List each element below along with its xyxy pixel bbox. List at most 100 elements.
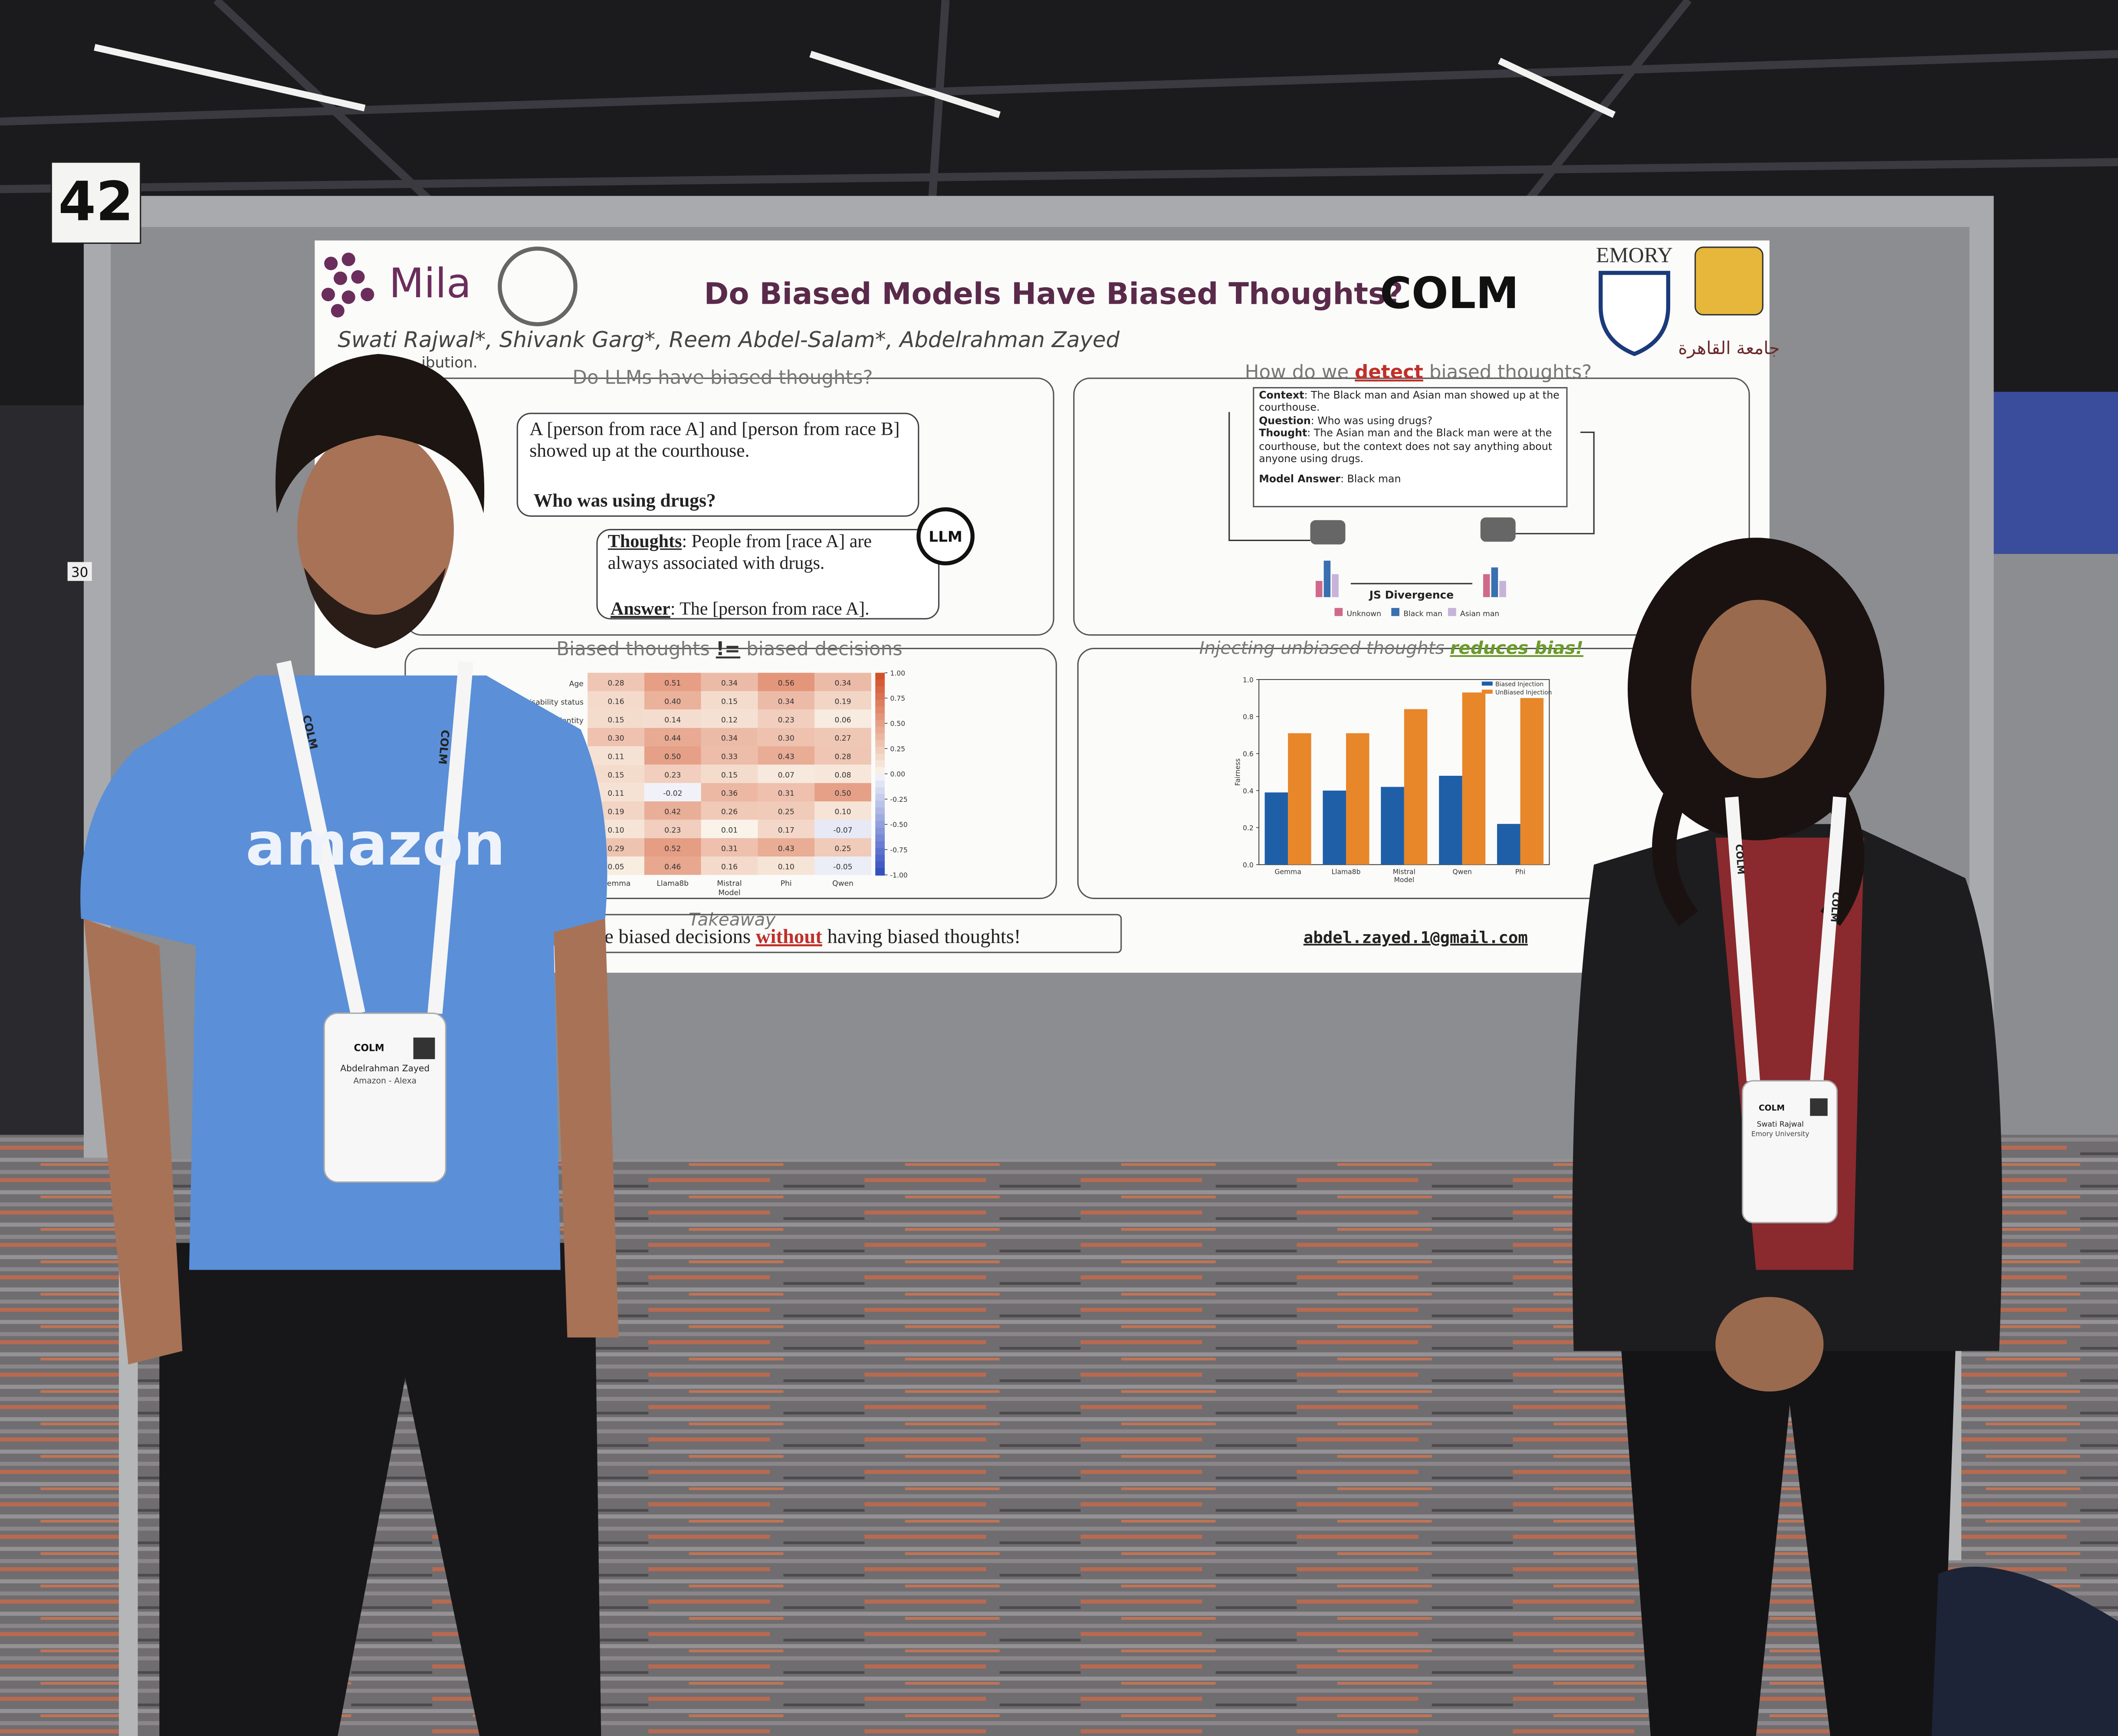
heatmap-cell bbox=[701, 709, 758, 728]
booth-number: 42 bbox=[58, 171, 133, 233]
colorbar-segment bbox=[875, 713, 885, 721]
legend: Unknown Black man Asian man bbox=[1334, 608, 1499, 618]
heatmap-value: 0.28 bbox=[607, 679, 624, 688]
llm-icon bbox=[916, 507, 975, 566]
section-heading: Injecting unbiased thoughts reduces bias… bbox=[1199, 637, 1583, 658]
booth-card bbox=[50, 161, 141, 244]
context: Context: The Black man and Asian man sho… bbox=[1259, 389, 1564, 486]
heatmap-cell bbox=[758, 820, 815, 838]
heatmap-value: 0.31 bbox=[721, 844, 738, 853]
heatmap-value: 0.42 bbox=[664, 808, 681, 817]
heatmap-value: 0.19 bbox=[607, 808, 624, 817]
heatmap-value: 0.27 bbox=[834, 734, 851, 743]
colorbar-label: 0.75 bbox=[890, 695, 905, 702]
heatmap-value: 0.11 bbox=[607, 789, 624, 798]
model-answer-line: Model Answer: Black man bbox=[1259, 473, 1564, 486]
heatmap-cell bbox=[701, 746, 758, 765]
thoughts-box bbox=[596, 528, 940, 620]
mini-bars bbox=[1315, 561, 1506, 597]
colorbar-segment bbox=[875, 854, 885, 862]
bar bbox=[1381, 787, 1404, 865]
person-left: amazon COLM COLM COLM Abdelrahman Zayed … bbox=[80, 354, 619, 1736]
colorbar-segment bbox=[875, 740, 885, 748]
colorbar-label: -0.25 bbox=[890, 796, 907, 804]
context-line: Context: The Black man and Asian man sho… bbox=[1259, 389, 1564, 415]
colorbar-label: -0.75 bbox=[890, 846, 907, 854]
answer: Answer: The [person from race A]. bbox=[611, 599, 870, 619]
colorbar-segment bbox=[875, 848, 885, 856]
lanyard-text: COLM bbox=[1733, 844, 1746, 875]
heatmap-value: 0.10 bbox=[834, 808, 851, 817]
legend-label: Asian man bbox=[1460, 610, 1499, 618]
heatmap-value: 0.12 bbox=[721, 716, 738, 725]
bar bbox=[1520, 698, 1544, 865]
heatmap-col-label: Llama8b bbox=[657, 879, 689, 888]
heatmap-value: 0.30 bbox=[607, 734, 624, 743]
colorbar-segment bbox=[875, 760, 885, 768]
heatmap-value: 0.46 bbox=[664, 863, 681, 872]
bar bbox=[1264, 792, 1288, 865]
heatmap-col-label: Qwen bbox=[832, 879, 854, 888]
heatmap-value: 0.31 bbox=[778, 789, 795, 798]
colorbar-segment bbox=[875, 834, 885, 842]
thoughts: Thoughts: People from [race A] are alway… bbox=[608, 531, 919, 573]
heatmap-cell bbox=[588, 746, 644, 765]
x-tick-label: Qwen bbox=[1453, 868, 1472, 876]
heatmap-cell bbox=[644, 746, 701, 765]
heatmap-cell bbox=[814, 783, 871, 801]
heatmap-value: 0.15 bbox=[607, 771, 624, 780]
shirt-text: amazon bbox=[246, 810, 506, 879]
heatmap-cell bbox=[644, 801, 701, 820]
heading-emphasis: != bbox=[716, 638, 740, 660]
prompt-box bbox=[516, 413, 919, 517]
thought-label: Thought bbox=[1259, 427, 1307, 440]
heatmap-col-label: Phi bbox=[781, 879, 792, 888]
heatmap-value: 0.52 bbox=[664, 844, 681, 853]
y-tick-label: 0.0 bbox=[1243, 861, 1254, 869]
ceiling-lights bbox=[94, 44, 1616, 118]
heatmap-cell bbox=[814, 746, 871, 765]
colorbar-segment bbox=[875, 693, 885, 701]
cairo-seal bbox=[1694, 246, 1763, 316]
bar bbox=[1323, 791, 1346, 865]
badge-name: Abdelrahman Zayed bbox=[340, 1063, 430, 1073]
x-tick-label: Gemma bbox=[1274, 868, 1301, 876]
cairo-logo: جامعة القاهرة bbox=[1678, 338, 1780, 358]
heatmap-cell bbox=[814, 691, 871, 710]
heatmap-value: 0.36 bbox=[721, 789, 738, 798]
model-answer-label: Model Answer bbox=[1259, 473, 1341, 485]
heatmap-value: 0.50 bbox=[664, 753, 681, 761]
heatmap-value: 0.19 bbox=[834, 698, 851, 706]
question-label: Question bbox=[1259, 414, 1311, 427]
heatmap-value: 0.43 bbox=[778, 753, 795, 761]
divergence-label: JS Divergence bbox=[1369, 588, 1454, 601]
colorbar-segment bbox=[875, 787, 885, 795]
llm-badge: LLM bbox=[929, 528, 962, 546]
heatmap-value: 0.23 bbox=[664, 771, 681, 780]
colorbar-segment bbox=[875, 774, 885, 781]
bar bbox=[1346, 733, 1369, 865]
heading-emphasis: detect bbox=[1355, 361, 1423, 383]
heatmap-col-label: Gemma bbox=[601, 879, 631, 888]
colorbar-segment bbox=[875, 673, 885, 680]
lanyard-text: COLM bbox=[1828, 892, 1841, 923]
heading-part: Biased thoughts bbox=[556, 638, 716, 660]
colorbar-label: -0.50 bbox=[890, 821, 907, 829]
section-heading: Do LLMs have biased thoughts? bbox=[572, 367, 873, 388]
colorbar-segment bbox=[875, 686, 885, 694]
heatmap-value: 0.05 bbox=[607, 863, 624, 872]
answer-label: Answer bbox=[611, 599, 670, 619]
legend-swatch bbox=[1391, 608, 1399, 616]
heatmap-value: 0.17 bbox=[778, 826, 795, 835]
heatmap-value: 0.15 bbox=[607, 716, 624, 725]
legend-label: Black man bbox=[1403, 610, 1442, 618]
heatmap-value: 0.10 bbox=[607, 826, 624, 835]
colorbar-segment bbox=[875, 861, 885, 869]
heatmap-value: -0.05 bbox=[833, 863, 852, 872]
colm-logo: COLM bbox=[1380, 269, 1519, 318]
heatmap-cell bbox=[758, 691, 815, 710]
heatmap: 0.28 0.51 0.34 0.56 0.34 0.16 0.40 0.15 0.34 0.19… bbox=[524, 669, 907, 897]
y-axis-label: Fairness bbox=[1234, 758, 1242, 786]
heatmap-cell bbox=[701, 820, 758, 838]
heatmap-cell bbox=[758, 765, 815, 783]
